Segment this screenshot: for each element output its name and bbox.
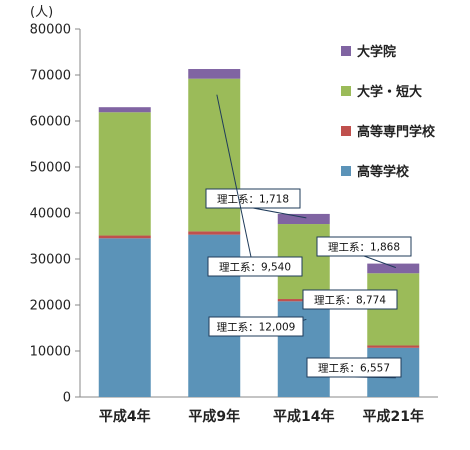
x-tick-label: 平成21年 xyxy=(363,408,424,425)
y-tick-label: 30000 xyxy=(30,253,71,268)
bar-segment xyxy=(277,301,330,397)
callout-pointer xyxy=(216,94,256,277)
x-tick-label: 平成14年 xyxy=(273,408,334,425)
bar-segment xyxy=(98,235,151,239)
callout-label: 理工系：12,009 xyxy=(217,322,296,334)
bar-segment xyxy=(98,238,151,397)
y-tick-label: 50000 xyxy=(30,161,71,176)
legend-swatch xyxy=(341,46,351,56)
callout-box xyxy=(208,316,304,337)
callout-box xyxy=(306,357,402,378)
y-unit-label: (人) xyxy=(30,5,53,20)
bar-segment xyxy=(98,107,151,113)
callout-box xyxy=(205,188,301,209)
y-tick-label: 80000 xyxy=(30,23,71,38)
y-tick-label: 20000 xyxy=(30,299,71,314)
legend-swatch xyxy=(341,86,351,96)
callout-label: 理工系：6,557 xyxy=(318,363,390,375)
bar-segment xyxy=(367,263,420,274)
bar-segment xyxy=(188,231,241,235)
legend-label: 高等専門学校 xyxy=(357,124,436,140)
legend-swatch xyxy=(341,126,351,136)
y-axis: 0 10000 20000 30000 40000 50000 60000 70000 8000… xyxy=(30,23,81,406)
x-tick-label: 平成9年 xyxy=(188,408,240,425)
callout-box xyxy=(302,289,398,310)
bar-segment xyxy=(188,69,241,79)
legend-swatch xyxy=(341,166,351,176)
x-axis: 平成4年 平成9年 平成14年 平成21年 xyxy=(80,396,438,425)
bar-segment xyxy=(277,213,330,225)
y-tick-label: 40000 xyxy=(30,207,71,222)
legend-label: 大学院 xyxy=(357,44,396,60)
bars xyxy=(98,69,420,397)
legend-label: 大学・短大 xyxy=(357,84,422,100)
callout-label: 理工系：1,718 xyxy=(217,194,289,206)
callout-label: 理工系：9,540 xyxy=(219,262,291,274)
callout-box xyxy=(207,256,303,277)
bar-segment xyxy=(367,345,420,348)
callout-label: 理工系：8,774 xyxy=(314,295,386,307)
callout-label: 理工系：1,868 xyxy=(328,242,400,254)
y-tick-label: 70000 xyxy=(30,69,71,84)
legend-label: 高等学校 xyxy=(357,164,410,180)
y-tick-label: 10000 xyxy=(30,345,71,360)
y-tick-label: 60000 xyxy=(30,115,71,130)
bar-segment xyxy=(98,112,151,236)
y-tick-label: 0 xyxy=(63,391,71,406)
callout-box xyxy=(316,236,412,257)
callout-pointer xyxy=(363,255,397,269)
x-tick-label: 平成4年 xyxy=(99,408,151,425)
callout-pointer xyxy=(252,207,307,219)
callouts: 理工系：1,718 理工系：9,540 理工系：12,009 理工系：1,868 理工系… xyxy=(205,94,412,379)
